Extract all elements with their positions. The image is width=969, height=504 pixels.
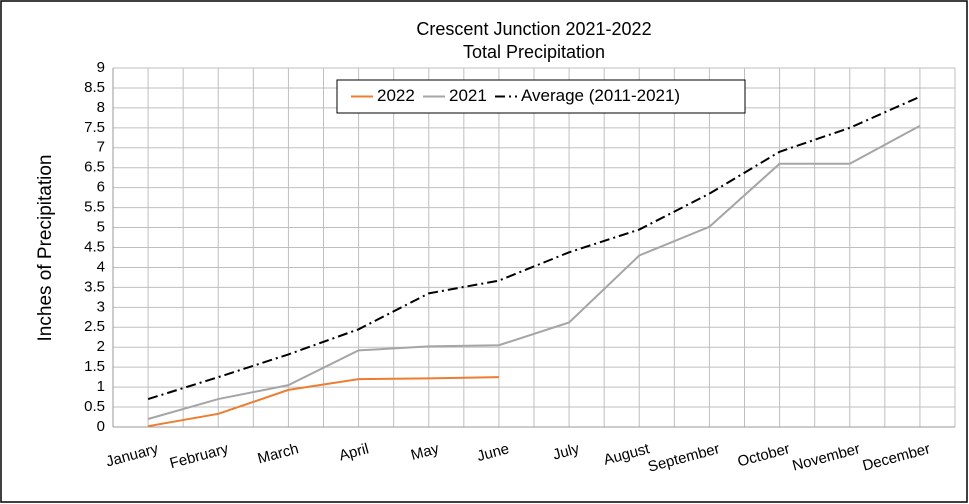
y-tick-label: 4 — [97, 258, 105, 275]
y-tick-label: 7 — [97, 139, 105, 156]
legend-label: 2021 — [449, 86, 487, 105]
legend-label: 2022 — [377, 86, 415, 105]
series-line — [147, 124, 921, 420]
x-tick-label: May — [409, 440, 441, 464]
y-tick-label: 6.5 — [84, 159, 105, 176]
y-tick-label: 1.5 — [84, 358, 105, 375]
legend-label: Average (2011-2021) — [521, 86, 680, 105]
y-tick-label: 8 — [97, 99, 105, 116]
y-tick-label: 5 — [97, 219, 105, 236]
y-axis-label: Inches of Precipitation — [35, 155, 56, 342]
series-line — [147, 376, 499, 428]
y-tick-label: 0.5 — [84, 398, 105, 415]
y-tick-label: 2.5 — [84, 318, 105, 335]
chart-title: Crescent Junction 2021-2022 — [416, 19, 651, 39]
y-tick-label: 1 — [97, 378, 105, 395]
y-tick-label: 3 — [97, 298, 105, 315]
y-tick-label: 6 — [97, 179, 105, 196]
chart-subtitle: Total Precipitation — [463, 42, 605, 62]
y-tick-label: 9 — [97, 59, 105, 76]
y-tick-label: 3.5 — [84, 278, 105, 295]
y-tick-label: 8.5 — [84, 79, 105, 96]
y-tick-label: 0 — [97, 418, 105, 435]
y-tick-label: 4.5 — [84, 238, 105, 255]
y-tick-label: 2 — [97, 338, 105, 355]
y-tick-label: 7.5 — [84, 119, 105, 136]
series-line — [147, 95, 921, 401]
x-tick-label: July — [551, 440, 582, 463]
y-tick-label: 5.5 — [84, 199, 105, 216]
legend-box — [336, 79, 746, 114]
